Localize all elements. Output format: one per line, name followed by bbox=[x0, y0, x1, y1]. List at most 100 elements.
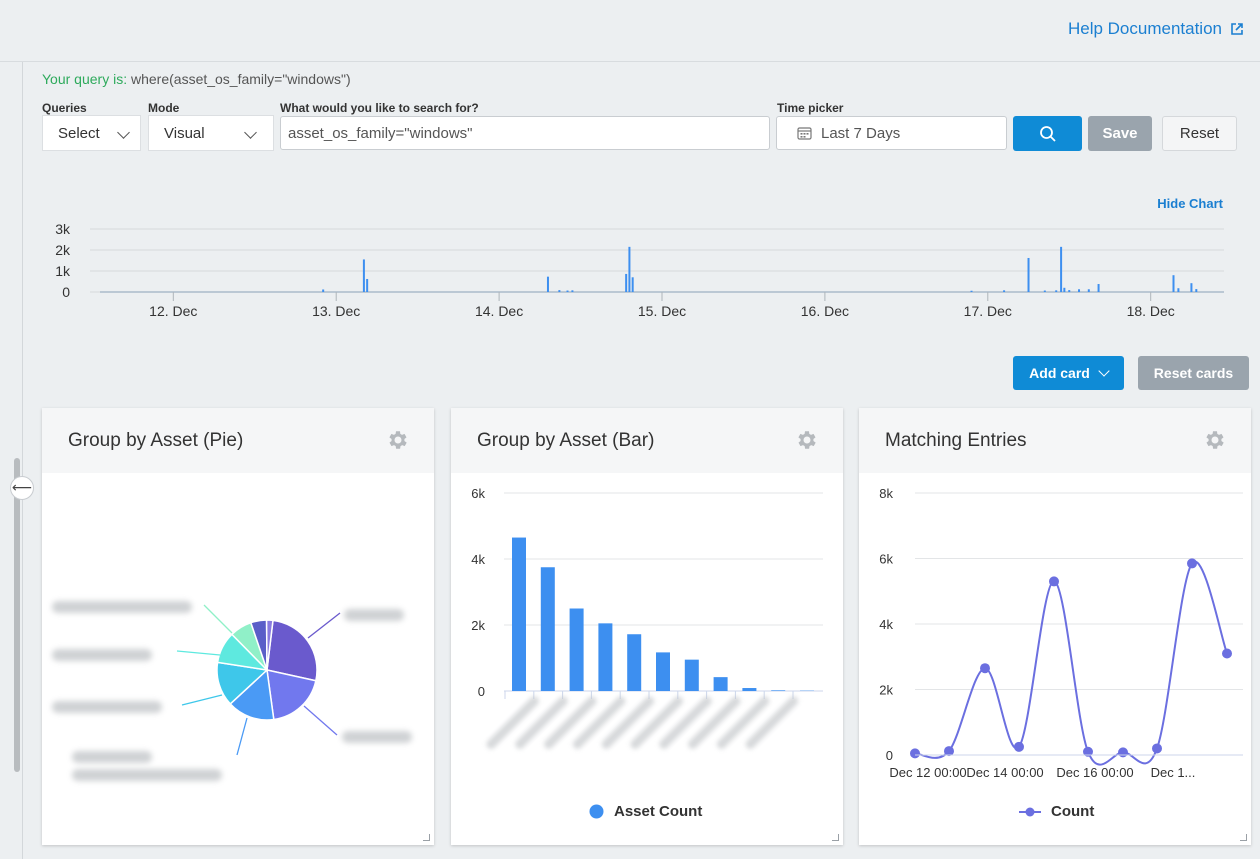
bar bbox=[684, 659, 699, 691]
data-point bbox=[1222, 648, 1232, 659]
bar bbox=[627, 634, 642, 691]
data-point bbox=[1083, 746, 1093, 757]
top-bar: Help Documentation bbox=[0, 0, 1260, 62]
blurred-label bbox=[72, 751, 152, 763]
blurred-label bbox=[52, 601, 192, 613]
search-icon bbox=[1039, 125, 1056, 142]
card-header: Matching Entries bbox=[859, 408, 1251, 473]
bar bbox=[512, 537, 526, 691]
card-title: Matching Entries bbox=[885, 430, 1027, 451]
blurred-category-label bbox=[745, 696, 799, 749]
pie-leader-line bbox=[176, 650, 221, 656]
bar bbox=[598, 623, 613, 691]
line-legend[interactable]: Count bbox=[1019, 803, 1094, 820]
card-body bbox=[42, 473, 434, 845]
resize-handle[interactable] bbox=[423, 834, 430, 841]
reset-cards-button[interactable]: Reset cards bbox=[1138, 356, 1249, 390]
y-tick-label: 0 bbox=[886, 748, 893, 763]
add-card-button[interactable]: Add card bbox=[1013, 356, 1124, 390]
x-tick-label: 17. Dec bbox=[964, 303, 1012, 319]
timeline-bar bbox=[1078, 289, 1081, 292]
gear-icon[interactable] bbox=[795, 428, 819, 452]
blurred-category-label bbox=[659, 696, 712, 749]
legend-line-icon bbox=[1019, 807, 1041, 816]
reset-button[interactable]: Reset bbox=[1162, 116, 1237, 151]
queries-select-value: Select bbox=[58, 124, 100, 142]
blurred-label bbox=[52, 701, 162, 713]
query-prefix: Your query is: bbox=[42, 71, 128, 87]
timeline-bar bbox=[566, 290, 569, 292]
x-tick-label: 18. Dec bbox=[1127, 303, 1175, 319]
chevron-down-icon bbox=[117, 126, 130, 139]
mode-label: Mode bbox=[148, 101, 180, 115]
calendar-icon bbox=[797, 127, 812, 140]
time-picker-value: Last 7 Days bbox=[821, 124, 901, 142]
bar-chart: 0 2k 4k 6k bbox=[471, 486, 823, 749]
blurred-label bbox=[342, 731, 412, 743]
timeline-bar bbox=[571, 290, 574, 292]
timeline-bar bbox=[1060, 246, 1063, 292]
pie-slice bbox=[266, 669, 317, 721]
time-picker[interactable]: Last 7 Days bbox=[776, 116, 1007, 150]
query-text: where(asset_os_family="windows") bbox=[127, 71, 351, 87]
x-tick-label: 15. Dec bbox=[638, 303, 686, 319]
mode-select-value: Visual bbox=[164, 124, 205, 142]
queries-label: Queries bbox=[42, 101, 87, 115]
card-body: 0 2k 4k 6k 8k Dec 12 00:00 Dec 14 00:00 Dec 16 … bbox=[859, 473, 1251, 845]
card-title: Group by Asset (Pie) bbox=[68, 430, 244, 451]
x-tick-label: Dec 16 00:00 bbox=[1056, 765, 1133, 780]
timeline-bar bbox=[546, 276, 549, 292]
y-tick-label: 8k bbox=[879, 486, 893, 501]
chevron-down-icon bbox=[1098, 365, 1110, 377]
arrow-left-icon: ⟵ bbox=[11, 479, 33, 495]
bar bbox=[713, 677, 728, 691]
pie-slice bbox=[229, 668, 275, 721]
timeline-bar bbox=[1003, 290, 1006, 292]
mode-select[interactable]: Visual bbox=[148, 115, 274, 151]
timeline-bar bbox=[1087, 289, 1090, 292]
card-header: Group by Asset (Bar) bbox=[451, 408, 843, 473]
timeline-bar bbox=[1190, 283, 1193, 292]
timeline-bar bbox=[1097, 284, 1100, 292]
resize-handle[interactable] bbox=[1240, 834, 1247, 841]
blurred-category-label bbox=[486, 696, 539, 749]
gear-icon[interactable] bbox=[386, 428, 410, 452]
card-title: Group by Asset (Bar) bbox=[477, 430, 655, 451]
x-tick-label: 14. Dec bbox=[475, 303, 523, 319]
pie-leader-line bbox=[303, 705, 338, 736]
search-button[interactable] bbox=[1013, 116, 1082, 151]
collapse-panel-button[interactable]: ⟵ bbox=[10, 476, 34, 500]
bar bbox=[656, 652, 670, 691]
y-tick-label: 4k bbox=[879, 617, 893, 632]
data-point bbox=[1187, 558, 1197, 569]
blurred-category-label bbox=[630, 696, 683, 749]
card-matching-entries: Matching Entries 0 2k 4k 6k 8k Dec 12 00:00 De… bbox=[859, 408, 1251, 845]
y-tick-label: 6k bbox=[471, 486, 485, 501]
search-input[interactable] bbox=[280, 116, 770, 150]
help-documentation-link[interactable]: Help Documentation bbox=[1068, 19, 1244, 39]
save-button[interactable]: Save bbox=[1088, 116, 1152, 151]
bar bbox=[771, 690, 786, 691]
y-tick-label: 2k bbox=[471, 618, 485, 633]
queries-select[interactable]: Select bbox=[42, 115, 141, 151]
bar-legend[interactable]: Asset Count bbox=[589, 803, 702, 820]
x-tick-label: 13. Dec bbox=[312, 303, 360, 319]
left-rail bbox=[22, 62, 23, 859]
scrollbar[interactable] bbox=[14, 458, 20, 772]
pie-slice bbox=[266, 619, 318, 682]
data-point bbox=[1152, 743, 1162, 754]
pie-slice bbox=[265, 619, 274, 671]
blurred-label bbox=[344, 609, 404, 621]
timeline-bar bbox=[625, 273, 628, 292]
timeline-bar bbox=[362, 259, 365, 292]
gear-icon[interactable] bbox=[1203, 428, 1227, 452]
time-picker-label: Time picker bbox=[777, 101, 844, 115]
resize-handle[interactable] bbox=[832, 834, 839, 841]
blurred-label bbox=[72, 769, 222, 781]
timeline-bar bbox=[1068, 290, 1071, 292]
bar bbox=[569, 608, 584, 691]
timeline-bar bbox=[1172, 275, 1175, 292]
hide-chart-link[interactable]: Hide Chart bbox=[1157, 196, 1223, 211]
timeline-bar bbox=[366, 278, 369, 292]
x-tick-label: Dec 1... bbox=[1151, 765, 1196, 780]
